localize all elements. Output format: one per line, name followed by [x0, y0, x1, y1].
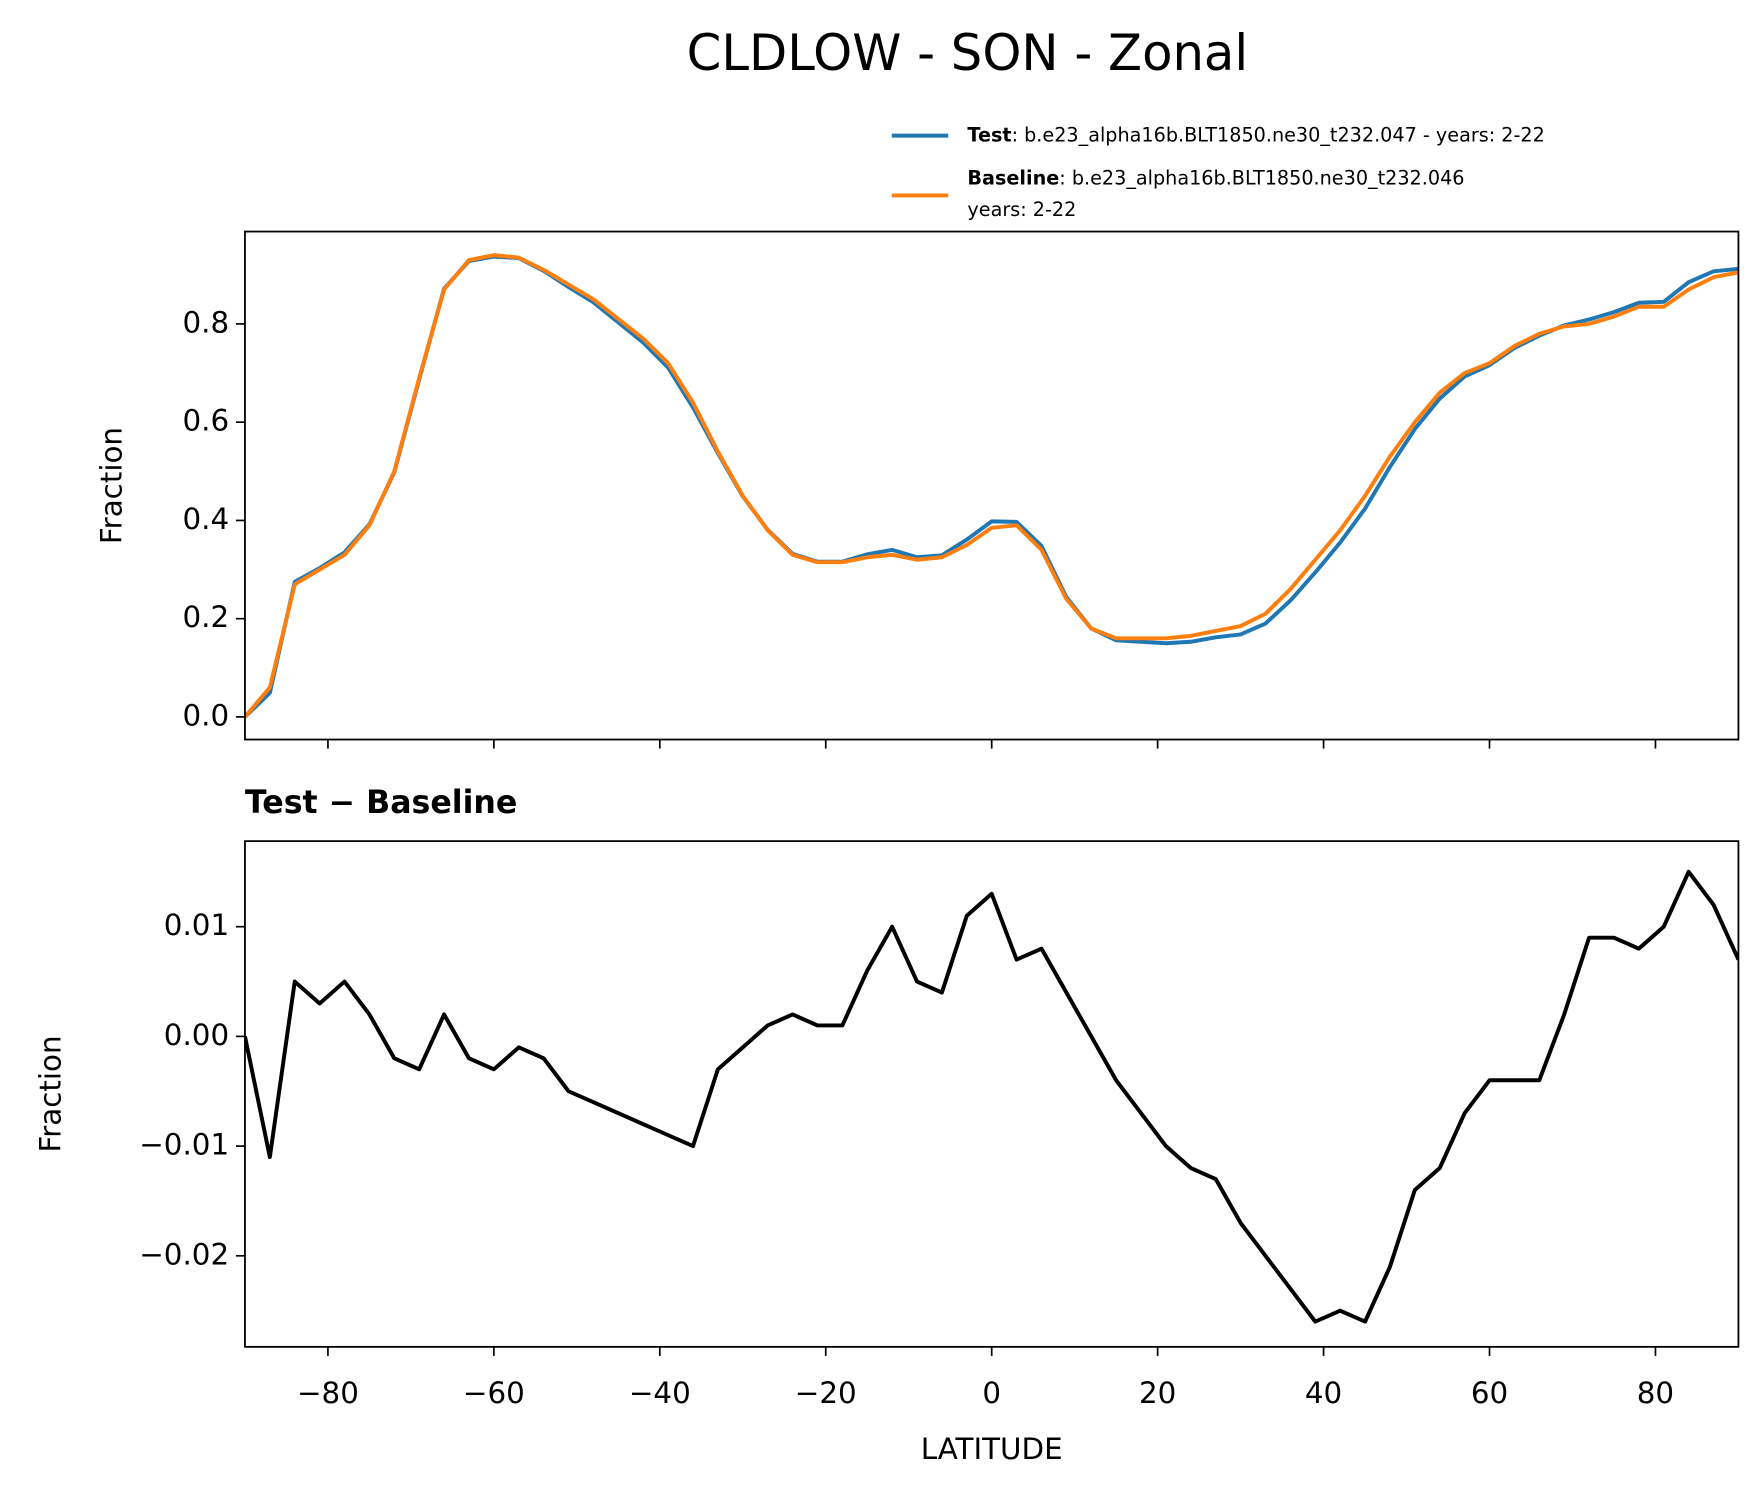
y-tick-label: 0.8 — [182, 305, 229, 339]
x-tick-label: −60 — [463, 1376, 525, 1410]
x-tick-label: 20 — [1139, 1376, 1176, 1410]
data-line — [244, 253, 1739, 719]
y-axis-label: Fraction — [94, 427, 128, 544]
y-tick-label: 0.4 — [182, 502, 229, 536]
y-axis-label: Fraction — [33, 1035, 67, 1152]
y-tick-label: −0.01 — [139, 1128, 229, 1162]
x-tick-label: −40 — [629, 1376, 691, 1410]
legend-text: years: 2-22 — [967, 198, 1076, 221]
axes-frame — [244, 840, 1740, 1348]
legend-name: Baseline — [967, 166, 1059, 189]
legend-label: Baseline: b.e23_alpha16b.BLT1850.ne30_t2… — [967, 166, 1464, 221]
plot-area — [244, 253, 1739, 719]
x-tick-label: −20 — [795, 1376, 857, 1410]
data-line — [244, 254, 1739, 719]
plot-area — [244, 869, 1739, 1324]
y-tick-label: 0.00 — [164, 1018, 229, 1052]
x-axis-label: LATITUDE — [921, 1432, 1063, 1466]
subplot-title: Test − Baseline — [245, 785, 517, 821]
y-tick-label: 0.01 — [164, 908, 229, 942]
legend-text: : b.e23_alpha16b.BLT1850.ne30_t232.046 — [1059, 166, 1464, 189]
axes-frame — [244, 230, 1740, 741]
chart-title: CLDLOW - SON - Zonal — [687, 24, 1248, 82]
data-line — [244, 869, 1739, 1324]
y-tick-label: 0.2 — [182, 600, 229, 634]
y-tick-label: 0.0 — [182, 698, 229, 732]
y-tick-label: −0.02 — [139, 1237, 229, 1271]
x-tick-label: −80 — [297, 1376, 359, 1410]
x-tick-label: 80 — [1637, 1376, 1674, 1410]
x-tick-label: 40 — [1305, 1376, 1342, 1410]
y-tick-label: 0.6 — [182, 404, 229, 438]
x-tick-label: 60 — [1471, 1376, 1508, 1410]
legend-text: : b.e23_alpha16b.BLT1850.ne30_t232.047 -… — [1012, 123, 1545, 146]
legend-label: Test: b.e23_alpha16b.BLT1850.ne30_t232.0… — [967, 123, 1544, 146]
x-tick-label: 0 — [982, 1376, 1001, 1410]
legend-name: Test — [967, 123, 1011, 146]
